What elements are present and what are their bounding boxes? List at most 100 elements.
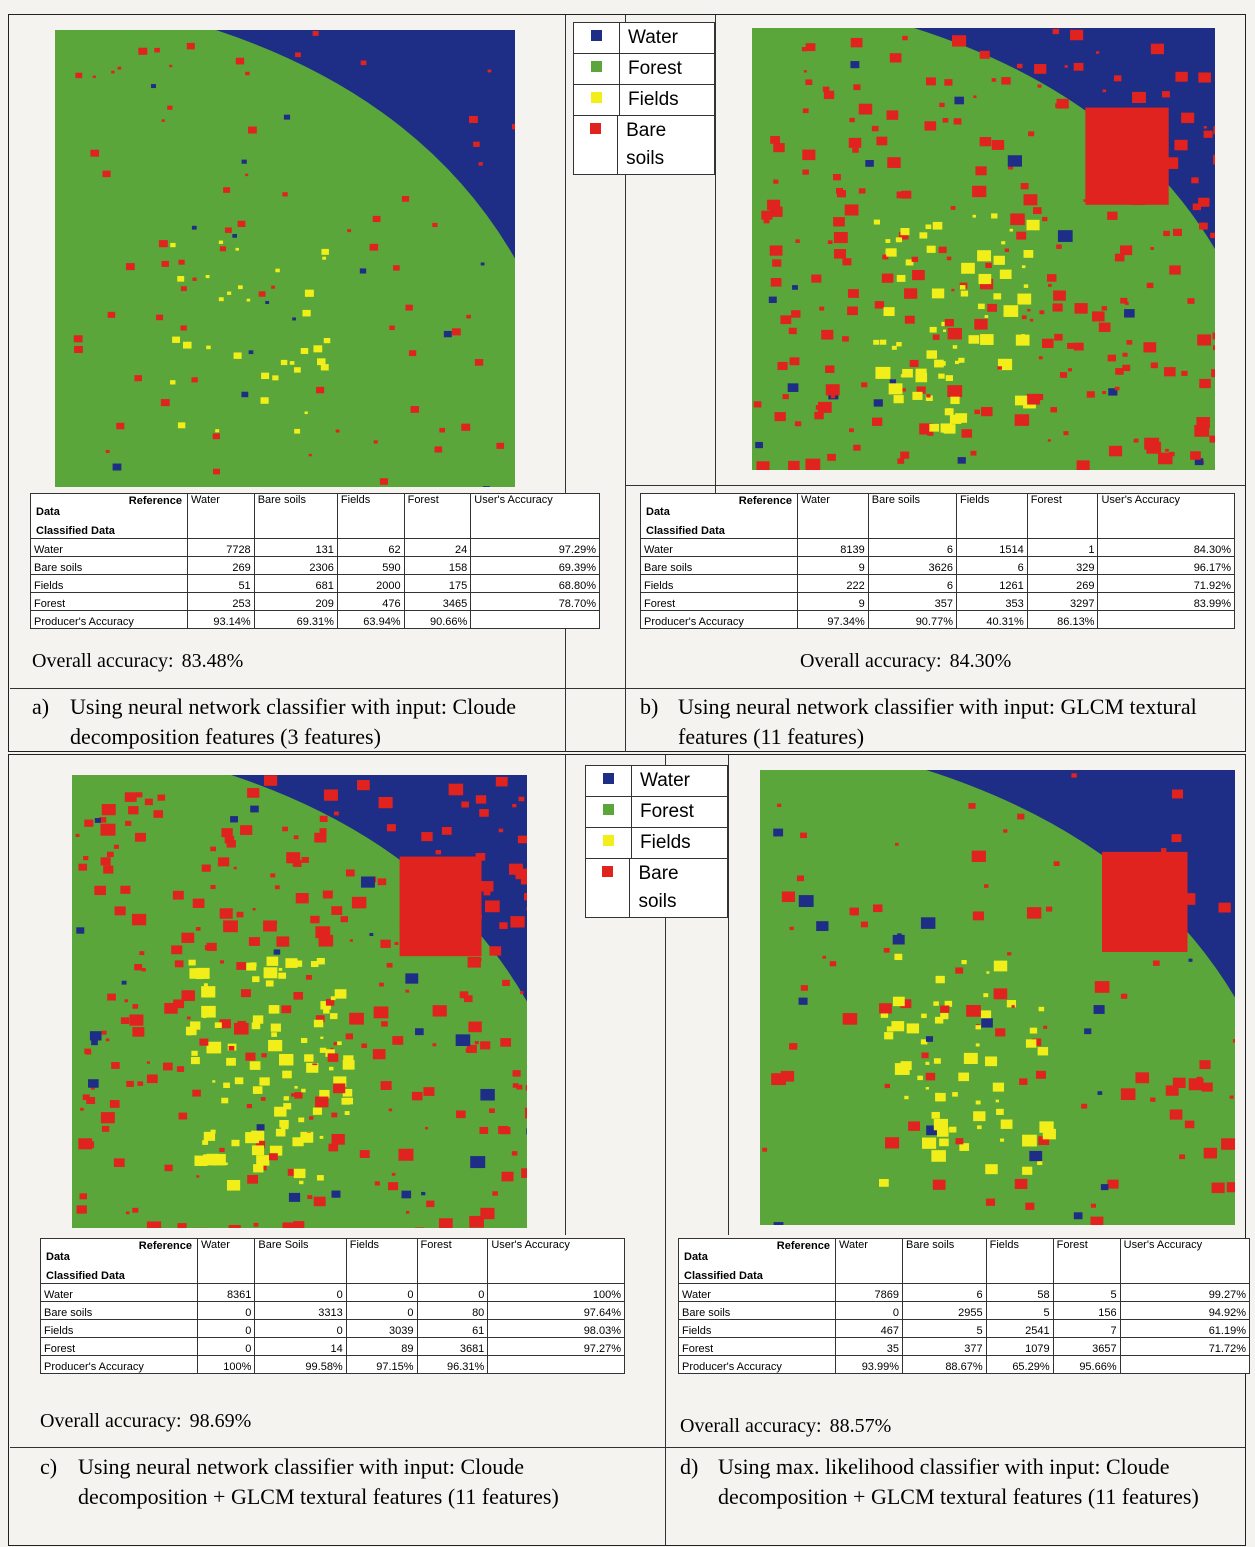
table-cell: 6 [868, 575, 956, 593]
data-label: Data [646, 506, 670, 518]
legend-swatch [603, 773, 614, 784]
table-cell: 1079 [986, 1338, 1053, 1356]
confusion-table-wrap: ReferenceDataClassified DataWaterBare So… [40, 1238, 625, 1374]
table-cell: 7 [1053, 1320, 1120, 1338]
caption: d)Using max. likelihood classifier with … [680, 1452, 1240, 1512]
table-cell [1120, 1356, 1249, 1374]
caption-text: Using neural network classifier with inp… [78, 1452, 655, 1512]
overall-value: 83.48% [182, 650, 244, 672]
table-cell: 209 [254, 593, 337, 611]
table-cell: 80 [417, 1302, 488, 1320]
confusion-table: ReferenceDataClassified DataWaterBare So… [40, 1238, 625, 1374]
table-cell: 98.03% [488, 1320, 625, 1338]
table-row: Producer's Accuracy93.14%69.31%63.94%90.… [31, 611, 600, 629]
overall-accuracy: Overall accuracy: 88.57% [680, 1415, 891, 1438]
table-cell: 88.67% [903, 1356, 987, 1374]
overall-value: 84.30% [950, 650, 1012, 672]
corner-cell: ReferenceDataClassified Data [31, 494, 188, 539]
table-cell: 3297 [1027, 593, 1098, 611]
column-header: Bare soils [868, 494, 956, 539]
table-cell: 100% [488, 1284, 625, 1302]
row-header: Forest [641, 593, 798, 611]
overall-accuracy: Overall accuracy:98.69% [40, 1410, 251, 1433]
overall-label: Overall accuracy: [800, 650, 942, 672]
table-cell: 97.29% [471, 539, 600, 557]
caption-text: Using max. likelihood classifier with in… [718, 1452, 1240, 1512]
legend-swatch [591, 61, 602, 72]
confusion-table: ReferenceDataClassified DataWaterBare so… [678, 1238, 1250, 1374]
legend-swatch [591, 30, 602, 41]
table-cell: 84.30% [1098, 539, 1235, 557]
table-cell: 377 [903, 1338, 987, 1356]
legend-swatch [603, 835, 614, 846]
classified-label: Classified Data [646, 525, 725, 537]
row-header: Water [31, 539, 188, 557]
caption-letter: b) [640, 692, 678, 752]
table-cell [488, 1356, 625, 1374]
table-row: Water7728131622497.29% [31, 539, 600, 557]
table-cell: 7869 [836, 1284, 903, 1302]
table-cell: 476 [337, 593, 404, 611]
overall-label: Overall accuracy: [32, 650, 174, 672]
classification-map [55, 30, 515, 487]
table-cell: 0 [255, 1320, 346, 1338]
data-label: Data [46, 1251, 70, 1263]
table-cell: 3039 [346, 1320, 417, 1338]
row-header: Bare soils [679, 1302, 836, 1320]
table-row: Forest01489368197.27% [41, 1338, 625, 1356]
overall-value: 88.57% [830, 1415, 892, 1437]
confusion-table-wrap: ReferenceDataClassified DataWaterBare so… [640, 493, 1235, 629]
legend-item: Water [586, 766, 727, 797]
caption: c)Using neural network classifier with i… [40, 1452, 655, 1512]
legend-swatch-cell [574, 116, 618, 174]
table-cell: 1514 [957, 539, 1028, 557]
column-header: Water [188, 494, 255, 539]
row-header: Water [641, 539, 798, 557]
table-cell: 65.29% [986, 1356, 1053, 1374]
overall-label: Overall accuracy: [680, 1415, 822, 1437]
table-cell: 5 [1053, 1284, 1120, 1302]
legend-swatch [590, 123, 601, 134]
column-header: Fields [337, 494, 404, 539]
table-cell: 158 [404, 557, 471, 575]
table-cell: 3313 [255, 1302, 346, 1320]
legend-label: Forest [620, 54, 690, 84]
legend-label: Fields [620, 85, 687, 115]
table-cell: 590 [337, 557, 404, 575]
row-header: Bare soils [31, 557, 188, 575]
legend-swatch-cell [574, 85, 620, 115]
table-cell: 1261 [957, 575, 1028, 593]
legend-label: Water [632, 766, 698, 796]
table-cell: 156 [1053, 1302, 1120, 1320]
row-header: Producer's Accuracy [31, 611, 188, 629]
divider [565, 15, 566, 752]
table-cell: 253 [188, 593, 255, 611]
table-cell: 61.19% [1120, 1320, 1249, 1338]
table-cell: 269 [188, 557, 255, 575]
column-header: Fields [957, 494, 1028, 539]
legend-swatch-cell [586, 766, 632, 796]
classified-label: Classified Data [46, 1270, 125, 1282]
overall-accuracy: Overall accuracy: 84.30% [800, 650, 1011, 673]
table-cell: 61 [417, 1320, 488, 1338]
legend-item: Forest [574, 54, 714, 85]
classification-map [72, 775, 527, 1228]
table-cell: 0 [346, 1302, 417, 1320]
row-header: Water [41, 1284, 198, 1302]
caption-letter: c) [40, 1452, 78, 1512]
legend-swatch-cell [586, 797, 632, 827]
table-cell: 269 [1027, 575, 1098, 593]
table-cell: 131 [254, 539, 337, 557]
table-cell: 97.34% [798, 611, 869, 629]
table-cell: 2541 [986, 1320, 1053, 1338]
table-cell: 467 [836, 1320, 903, 1338]
corner: ReferenceDataClassified Data [682, 1239, 832, 1283]
